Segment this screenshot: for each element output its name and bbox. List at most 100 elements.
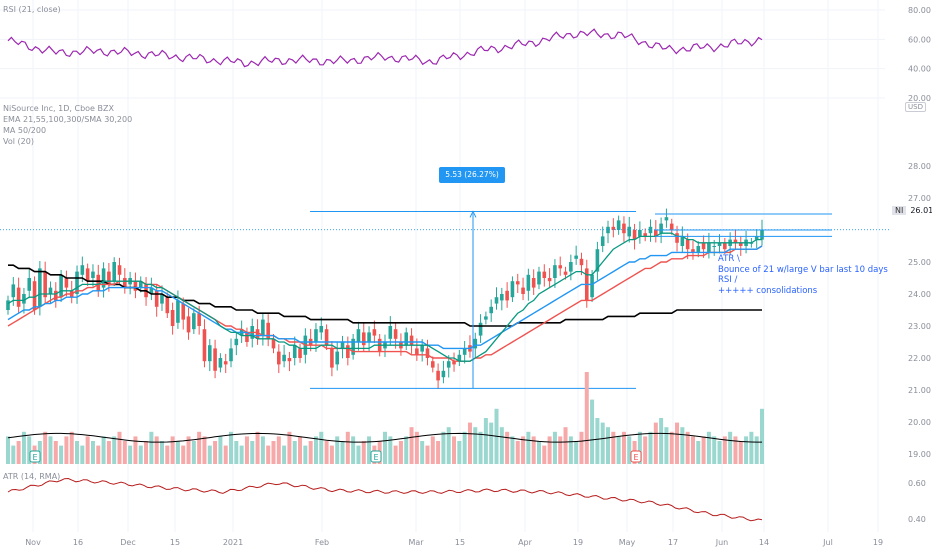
candle-body: [112, 262, 116, 282]
candle-body: [165, 297, 170, 314]
volume-bar: [313, 436, 318, 464]
volume-bar: [186, 436, 191, 464]
candle-body: [133, 281, 138, 291]
symbol-tag: NI: [892, 206, 907, 215]
candle-body: [319, 326, 324, 333]
candle-body: [494, 297, 499, 304]
measure-label[interactable]: 5.53 (26.27%) 553: [439, 167, 505, 195]
volume-bar: [760, 408, 764, 464]
volume-bar: [106, 441, 111, 464]
volume-bar: [680, 427, 685, 464]
candle-body: [53, 290, 58, 301]
volume-bar: [303, 445, 308, 464]
volume-bar: [627, 436, 632, 464]
x-tick-label: 2021: [223, 538, 243, 547]
measure-arrowhead: [469, 210, 477, 218]
x-tick-label: Apr: [518, 538, 533, 547]
indicator-label-ema[interactable]: EMA 21,55,100,300/SMA 30,200: [3, 115, 133, 124]
volume-bar: [462, 431, 467, 464]
volume-bar: [584, 372, 589, 464]
volume-bar: [298, 436, 303, 464]
volume-bar: [637, 431, 642, 464]
volume-bar: [643, 436, 648, 464]
candle-body: [27, 278, 32, 291]
candle-body: [356, 329, 361, 342]
candle-body: [287, 358, 292, 362]
rsi-pane-label: RSI (21, close): [3, 5, 61, 14]
volume-bar: [478, 431, 483, 464]
volume-bar: [505, 431, 510, 464]
volume-bar: [276, 436, 281, 464]
volume-bar: [287, 431, 292, 464]
annotation-line: +++++ consolidations: [718, 285, 818, 296]
candle-body: [420, 345, 424, 352]
volume-bar: [653, 422, 658, 464]
candle-body: [367, 332, 371, 342]
volume-bar: [398, 441, 403, 464]
candle-body: [701, 242, 706, 250]
candle-body: [346, 345, 350, 358]
candle-body: [457, 354, 462, 362]
candle-body: [441, 370, 446, 378]
volume-bar: [383, 431, 387, 464]
volume-bar: [717, 441, 722, 464]
volume-bar: [558, 436, 563, 464]
candle-body: [723, 242, 727, 250]
volume-bar: [69, 431, 74, 464]
volume-bar: [96, 445, 101, 464]
candle-body: [101, 268, 106, 288]
volume-bar: [712, 436, 717, 464]
earnings-marker: [29, 450, 41, 463]
volume-bar: [414, 431, 419, 464]
volume-bar: [515, 441, 520, 464]
indicator-label-ma[interactable]: MA 50/200: [3, 126, 47, 135]
earnings-marker: [630, 450, 642, 463]
volume-bar: [319, 431, 324, 464]
volume-bar: [324, 441, 329, 464]
candle-body: [138, 281, 143, 288]
candle-body: [606, 226, 610, 234]
candle-body: [361, 332, 366, 346]
candle-body: [91, 271, 95, 278]
price-tick-label: 21.00: [908, 386, 931, 395]
candle-body: [659, 223, 663, 234]
volume-bar: [669, 431, 674, 464]
x-tick-label: Nov: [25, 538, 41, 547]
candle-body: [38, 268, 42, 307]
volume-bar: [611, 431, 616, 464]
candle-body: [685, 239, 690, 250]
price-tick-label: 28.00: [908, 162, 931, 171]
candle-body: [207, 345, 212, 362]
volume-bar: [690, 436, 695, 464]
volume-bar: [749, 431, 754, 464]
volume-bar: [531, 436, 536, 464]
currency-badge[interactable]: USD: [905, 102, 926, 112]
volume-bar: [701, 436, 706, 464]
candle-body: [271, 338, 276, 349]
candle-body: [760, 229, 764, 240]
x-tick-label: 19: [573, 538, 583, 547]
volume-bar: [154, 436, 159, 464]
indicator-label-vol[interactable]: Vol (20): [3, 137, 34, 146]
volume-bar: [574, 441, 579, 464]
candle-body: [170, 310, 175, 326]
volume-bar: [579, 431, 584, 464]
instrument-title[interactable]: NiSource Inc, 1D, Cboe BZX: [3, 104, 114, 113]
candle-body: [638, 230, 642, 237]
earnings-marker: [370, 450, 382, 463]
annotation-note[interactable]: ATR \ Bounce of 21 w/large V bar last 10…: [718, 254, 888, 296]
volume-bar: [329, 445, 334, 464]
volume-bar: [452, 436, 457, 464]
candle-body: [160, 294, 164, 304]
volume-bar: [234, 441, 239, 464]
x-tick-label: 15: [170, 538, 180, 547]
volume-bar: [340, 441, 345, 464]
candle-body: [696, 246, 701, 253]
volume-bar: [547, 436, 552, 464]
candle-body: [266, 322, 270, 339]
candle-body: [462, 348, 467, 355]
candle-body: [388, 326, 393, 339]
volume-bar: [213, 441, 218, 464]
last-price-tag: NI 26.01: [892, 204, 932, 217]
